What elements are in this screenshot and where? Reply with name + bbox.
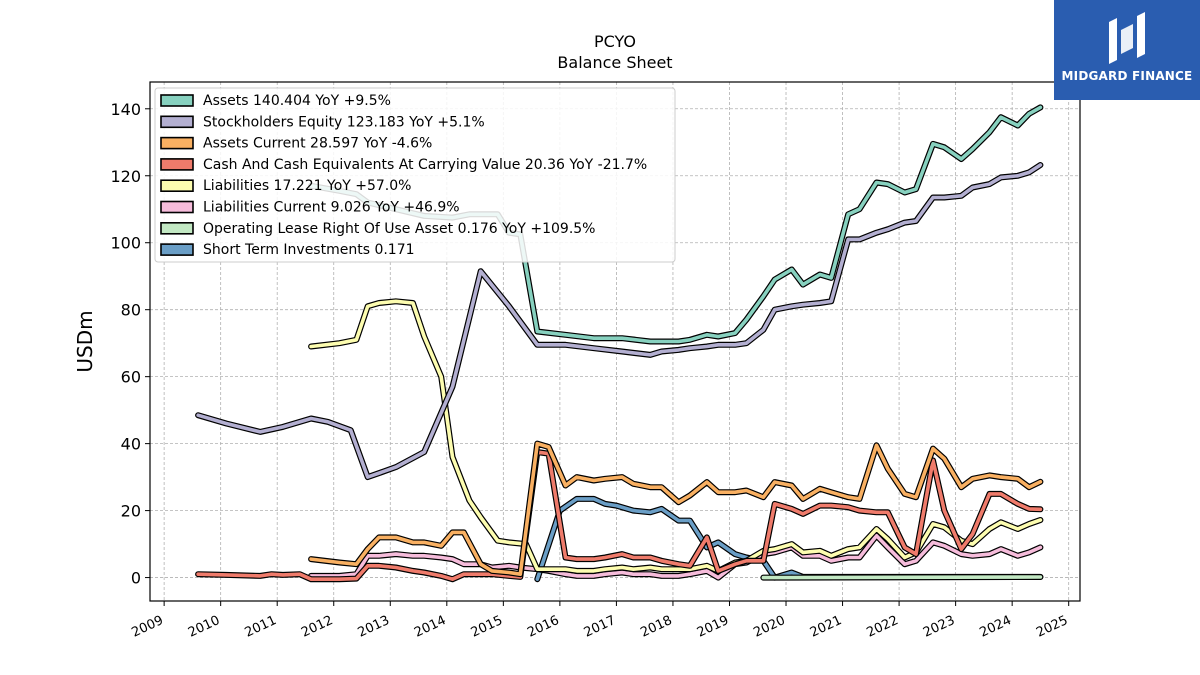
legend-swatch [160, 136, 194, 150]
x-tick-label: 2017 [582, 613, 618, 641]
x-tick-label: 2009 [129, 613, 165, 641]
legend-swatch [160, 115, 194, 129]
chart-subtitle: Balance Sheet [557, 53, 672, 72]
y-tick-label: 60 [121, 368, 141, 387]
legend-entry: Assets 140.404 YoY +9.5% [203, 93, 391, 109]
y-tick-label: 80 [121, 301, 141, 320]
x-tick-label: 2021 [808, 613, 844, 641]
plot-frame [149, 81, 1081, 602]
y-tick-label: 100 [110, 234, 141, 253]
x-tick-label: 2022 [864, 613, 900, 641]
y-tick-label: 20 [121, 502, 141, 521]
series-line [196, 450, 1043, 581]
legend-entry: Operating Lease Right Of Use Asset 0.176… [203, 221, 596, 237]
x-tick-label: 2013 [356, 613, 392, 641]
legend-entry: Liabilities 17.221 YoY +57.0% [203, 178, 411, 194]
y-tick-label: 140 [110, 100, 141, 119]
series-line [309, 441, 1043, 576]
y-tick-label: 120 [110, 167, 141, 186]
legend-entry: Stockholders Equity 123.183 YoY +5.1% [203, 114, 485, 130]
brand-logo: MIDGARD FINANCE [1054, 0, 1200, 100]
brand-name: MIDGARD FINANCE [1061, 69, 1193, 83]
series-liabilities [308, 298, 1044, 574]
x-tick-label: 2023 [921, 613, 957, 641]
x-tick-label: 2018 [638, 613, 674, 641]
legend-swatch [160, 200, 194, 214]
series-line [309, 533, 1043, 580]
series-stockholders-equity [195, 162, 1044, 481]
x-tick-label: 2010 [186, 613, 222, 641]
legend-entry: Short Term Investments 0.171 [203, 242, 415, 258]
series-line [761, 575, 1043, 580]
legend: Assets 140.404 YoY +9.5% Stockholders Equ… [154, 87, 676, 263]
series-liabilities-current [308, 532, 1044, 581]
legend-swatch [160, 158, 194, 171]
legend-box [154, 87, 676, 263]
legend-entry: Cash And Cash Equivalents At Carrying Va… [203, 157, 647, 173]
series-cash-and-cash-equivalents-at-carrying-value [195, 449, 1044, 583]
x-tick-label: 2020 [751, 613, 787, 641]
series-line [309, 299, 1043, 573]
x-tick-label: 2019 [695, 613, 731, 641]
x-tick-label: 2014 [412, 613, 448, 641]
x-tick-label: 2025 [1034, 613, 1070, 641]
series-assets-current [308, 440, 1044, 578]
x-tick-label: 2012 [299, 613, 335, 641]
series-line [196, 163, 1043, 479]
y-tick-label: 0 [131, 569, 141, 588]
x-tick-label: 2024 [978, 613, 1014, 641]
y-tick-label: 40 [121, 435, 141, 454]
y-axis-label: USDm [73, 310, 97, 372]
chart-title: PCYO [594, 32, 636, 51]
x-tick-label: 2015 [469, 613, 505, 641]
legend-swatch [160, 243, 194, 256]
brand-mark-icon [1109, 12, 1145, 64]
legend-entry: Assets Current 28.597 YoY -4.6% [203, 136, 432, 152]
series-operating-lease-right-of-use-asset [760, 574, 1044, 581]
x-tick-label: 2011 [243, 613, 279, 641]
legend-swatch [160, 179, 194, 192]
legend-swatch [160, 94, 194, 107]
x-tick-label: 2016 [525, 613, 561, 641]
legend-swatch [160, 222, 194, 235]
legend-entry: Liabilities Current 9.026 YoY +46.9% [203, 200, 460, 216]
